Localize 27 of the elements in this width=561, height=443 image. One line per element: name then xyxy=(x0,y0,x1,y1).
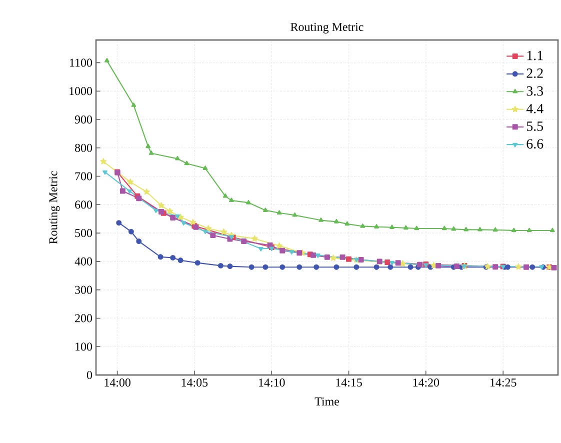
y-tick-label: 200 xyxy=(75,314,92,322)
legend-label: 2.2 xyxy=(526,68,543,78)
y-tick-label: 700 xyxy=(75,172,92,180)
legend-label: 3.3 xyxy=(526,86,544,96)
legend-label: 4.4 xyxy=(526,104,544,114)
y-tick-label: 900 xyxy=(74,115,92,124)
y-tick-label: 1000 xyxy=(70,87,92,96)
x-tick-label: 14:15 xyxy=(336,378,362,387)
x-tick-label: 14:25 xyxy=(490,378,516,387)
y-tick-label: 100 xyxy=(76,342,92,351)
y-tick-label: 1100 xyxy=(70,58,92,67)
legend-label: 1.1 xyxy=(527,50,543,60)
x-tick-label: 14:20 xyxy=(413,378,440,387)
y-axis-title: Routing Metric xyxy=(49,171,60,244)
y-tick-label: 400 xyxy=(74,257,92,266)
legend-label: 6.6 xyxy=(526,139,544,149)
x-tick-label: 14:05 xyxy=(182,378,208,387)
y-tick-label: 500 xyxy=(75,229,92,238)
y-tick-label: 0 xyxy=(86,370,92,380)
chart-title: Routing Metric xyxy=(290,22,364,34)
y-tick-label: 800 xyxy=(75,144,92,152)
y-tick-label: 300 xyxy=(75,286,92,294)
x-tick-label: 14:00 xyxy=(104,378,130,387)
x-axis-title: Time xyxy=(314,397,339,406)
y-tick-label: 600 xyxy=(75,200,92,209)
legend-label: 5.5 xyxy=(526,122,544,131)
x-tick-label: 14:10 xyxy=(259,378,285,387)
